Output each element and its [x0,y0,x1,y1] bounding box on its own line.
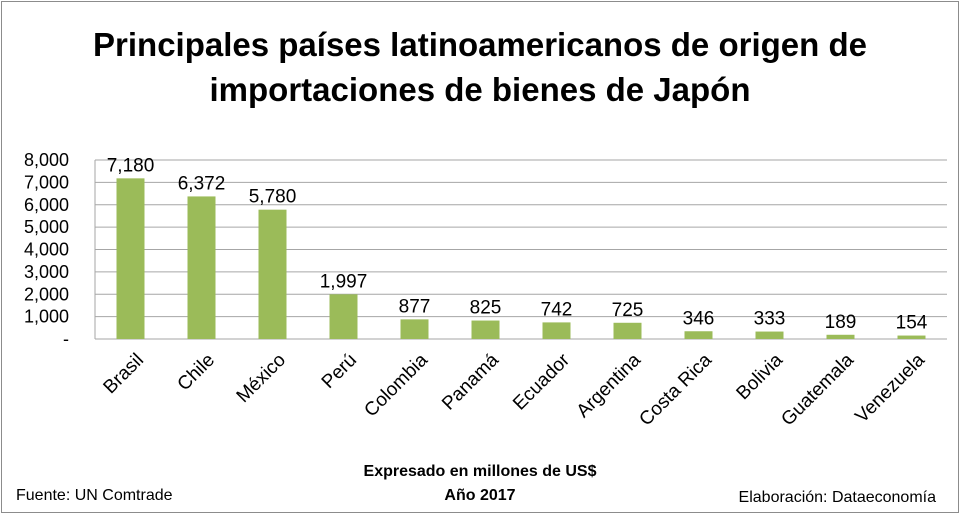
x-tick-label: Panamá [438,349,503,414]
bar [684,331,713,339]
x-tick-label: Ecuador [509,349,574,414]
x-tick-label: Bolivia [733,349,788,404]
data-label: 825 [470,298,502,319]
data-label: 154 [896,313,928,334]
chart-title: Principales países latinoamericanos de o… [2,22,958,112]
chart-title-line-1: Principales países latinoamericanos de o… [93,26,867,63]
x-tick-label: Venezuela [851,349,929,427]
data-label: 742 [541,299,573,320]
bar [471,320,500,339]
bar [613,322,642,339]
data-label: 1,997 [320,271,368,292]
bar [400,319,429,339]
bars [116,178,926,339]
chart-title-line-2: importaciones de bienes de Japón [209,71,751,108]
bar [258,209,287,339]
bar [116,178,145,339]
y-tick-label: 7,000 [24,172,69,192]
x-tick-label: Costa Rica [635,349,716,430]
bar [897,335,926,339]
bar [755,331,784,339]
x-tick-label: México [233,350,290,407]
x-tick-label: Brasil [100,350,148,398]
data-label: 725 [612,300,644,321]
bar [187,196,216,339]
credit-note: Elaboración: Dataeconomía [738,489,936,506]
x-tick-label: Guatemala [777,349,858,430]
y-tick-label: - [63,329,69,349]
gridlines [95,159,947,340]
y-tick-label: 1,000 [24,307,69,327]
chart-subtitle-year: Año 2017 [444,487,516,504]
y-tick-label: 3,000 [24,262,69,282]
y-tick-label: 5,000 [24,217,69,237]
x-tick-label: Perú [318,350,361,393]
x-axis-labels: Brasil Chile México Perú Colombia Panamá Ecuad… [100,349,930,430]
data-label: 189 [825,312,857,333]
x-tick-label: Chile [174,350,219,395]
data-label: 877 [399,296,431,317]
data-label: 333 [754,309,786,330]
data-label: 6,372 [178,173,226,194]
y-tick-label: 4,000 [24,240,69,260]
bar [542,322,571,339]
data-label: 5,780 [249,187,297,208]
bar [329,294,358,339]
data-label: 346 [683,308,715,329]
source-note: Fuente: UN Comtrade [16,487,173,504]
x-tick-label: Argentina [573,349,646,422]
y-tick-label: 2,000 [24,284,69,304]
x-axis-title: Expresado en millones de US$ [363,463,597,480]
bar [826,334,855,339]
data-labels: 7,180 6,372 5,780 1,997 877 825 742 725 346 333 18… [107,155,928,333]
y-tick-label: 6,000 [24,195,69,215]
x-tick-label: Colombia [360,349,432,421]
y-tick-label: 8,000 [24,150,69,170]
data-label: 7,180 [107,155,155,176]
